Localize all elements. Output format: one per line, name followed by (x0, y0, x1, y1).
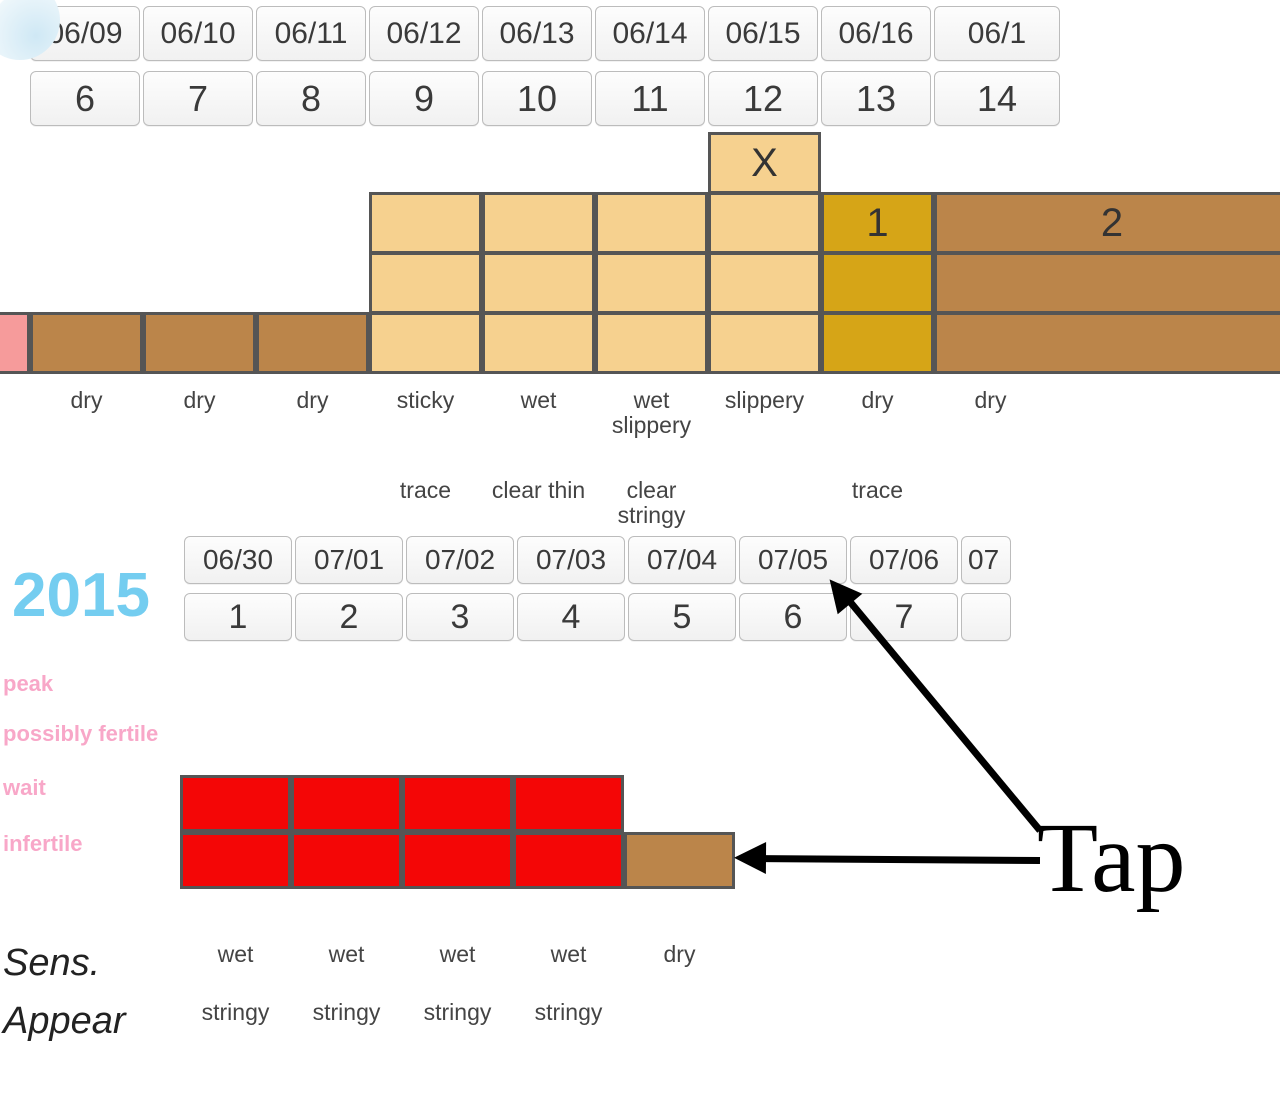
day-button[interactable]: 3 (406, 593, 514, 641)
sens-label: wet (402, 942, 513, 967)
chart-cell (143, 312, 256, 374)
sens-label: wet (291, 942, 402, 967)
date-button[interactable]: 06/13 (482, 6, 592, 61)
day-button[interactable]: 8 (256, 71, 366, 126)
day-button[interactable]: 11 (595, 71, 705, 126)
chart-cell (291, 775, 402, 832)
chart-cell (256, 312, 369, 374)
chart-cell: 2 (934, 192, 1280, 254)
day-button[interactable]: 9 (369, 71, 479, 126)
legend-possibly-fertile: possibly fertile (3, 721, 158, 747)
date-button[interactable]: 07/04 (628, 536, 736, 584)
chart-cell (482, 192, 595, 254)
row-label-sens: Sens. (3, 942, 100, 985)
appear-label: trace (369, 478, 482, 503)
row-label-appear: Appear (3, 1000, 126, 1043)
legend-peak: peak (3, 671, 53, 697)
chart-cell (624, 832, 735, 889)
sens-label: dry (821, 388, 934, 413)
day-button[interactable]: 12 (708, 71, 818, 126)
date-button[interactable]: 07/03 (517, 536, 625, 584)
chart-cell (369, 252, 482, 314)
chart-cell (708, 252, 821, 314)
sens-label: wet (180, 942, 291, 967)
chart-cell (291, 832, 402, 889)
sens-label: dry (143, 388, 256, 413)
sens-label: wet (482, 388, 595, 413)
date-button[interactable]: 06/11 (256, 6, 366, 61)
appear-label: stringy (402, 1000, 513, 1025)
sens-label: wetslippery (595, 388, 708, 439)
chart-cell (180, 832, 291, 889)
day-button[interactable]: 5 (628, 593, 736, 641)
chart-cell (402, 832, 513, 889)
appear-label: trace (821, 478, 934, 503)
sens-label: dry (624, 942, 735, 967)
chart-cell (595, 192, 708, 254)
chart-cell (402, 775, 513, 832)
sens-label: sticky (369, 388, 482, 413)
chart-cell (708, 192, 821, 254)
chart-cell: X (708, 132, 821, 194)
chart-cell (595, 252, 708, 314)
legend-infertile: infertile (3, 831, 82, 857)
chart-cell (513, 775, 624, 832)
appear-label: clearstringy (595, 478, 708, 529)
chart-cell (821, 252, 934, 314)
date-button[interactable]: 06/12 (369, 6, 479, 61)
chart-cell (180, 775, 291, 832)
chart-cell: 1 (821, 192, 934, 254)
sens-label: dry (256, 388, 369, 413)
chart-cell (934, 252, 1280, 314)
chart-cell (482, 252, 595, 314)
appear-label: clear thin (482, 478, 595, 503)
year-label: 2015 (12, 560, 150, 631)
chart-cell (369, 192, 482, 254)
chart-cell (934, 312, 1280, 374)
sens-label: slippery (708, 388, 821, 413)
day-button[interactable]: 13 (821, 71, 931, 126)
date-button[interactable]: 06/10 (143, 6, 253, 61)
legend-wait: wait (3, 775, 46, 801)
day-button[interactable]: 14 (934, 71, 1060, 126)
day-button[interactable] (961, 593, 1011, 641)
day-button[interactable]: 6 (30, 71, 140, 126)
day-button[interactable]: 1 (184, 593, 292, 641)
sens-label: wet (513, 942, 624, 967)
date-button[interactable]: 06/14 (595, 6, 705, 61)
chart-cell (0, 312, 30, 374)
chart-cell (369, 312, 482, 374)
chart-cell (482, 312, 595, 374)
chart-cell (513, 832, 624, 889)
day-button[interactable]: 7 (143, 71, 253, 126)
tap-annotation: Tap (1037, 800, 1186, 915)
date-button[interactable]: 07/06 (850, 536, 958, 584)
date-button[interactable]: 06/1 (934, 6, 1060, 61)
chart-cell (708, 312, 821, 374)
date-button[interactable]: 06/15 (708, 6, 818, 61)
sens-label: dry (30, 388, 143, 413)
day-button[interactable]: 10 (482, 71, 592, 126)
chart-cell (30, 312, 143, 374)
date-button[interactable]: 07 (961, 536, 1011, 584)
date-button[interactable]: 07/02 (406, 536, 514, 584)
arrow-line (764, 855, 1040, 864)
date-button[interactable]: 06/30 (184, 536, 292, 584)
chart-cell (821, 312, 934, 374)
appear-label: stringy (180, 1000, 291, 1025)
chart-cell (595, 312, 708, 374)
sens-label: dry (934, 388, 1047, 413)
appear-label: stringy (513, 1000, 624, 1025)
appear-label: stringy (291, 1000, 402, 1025)
date-button[interactable]: 07/01 (295, 536, 403, 584)
day-button[interactable]: 4 (517, 593, 625, 641)
date-button[interactable]: 06/16 (821, 6, 931, 61)
day-button[interactable]: 2 (295, 593, 403, 641)
arrow-head-icon (734, 842, 766, 874)
